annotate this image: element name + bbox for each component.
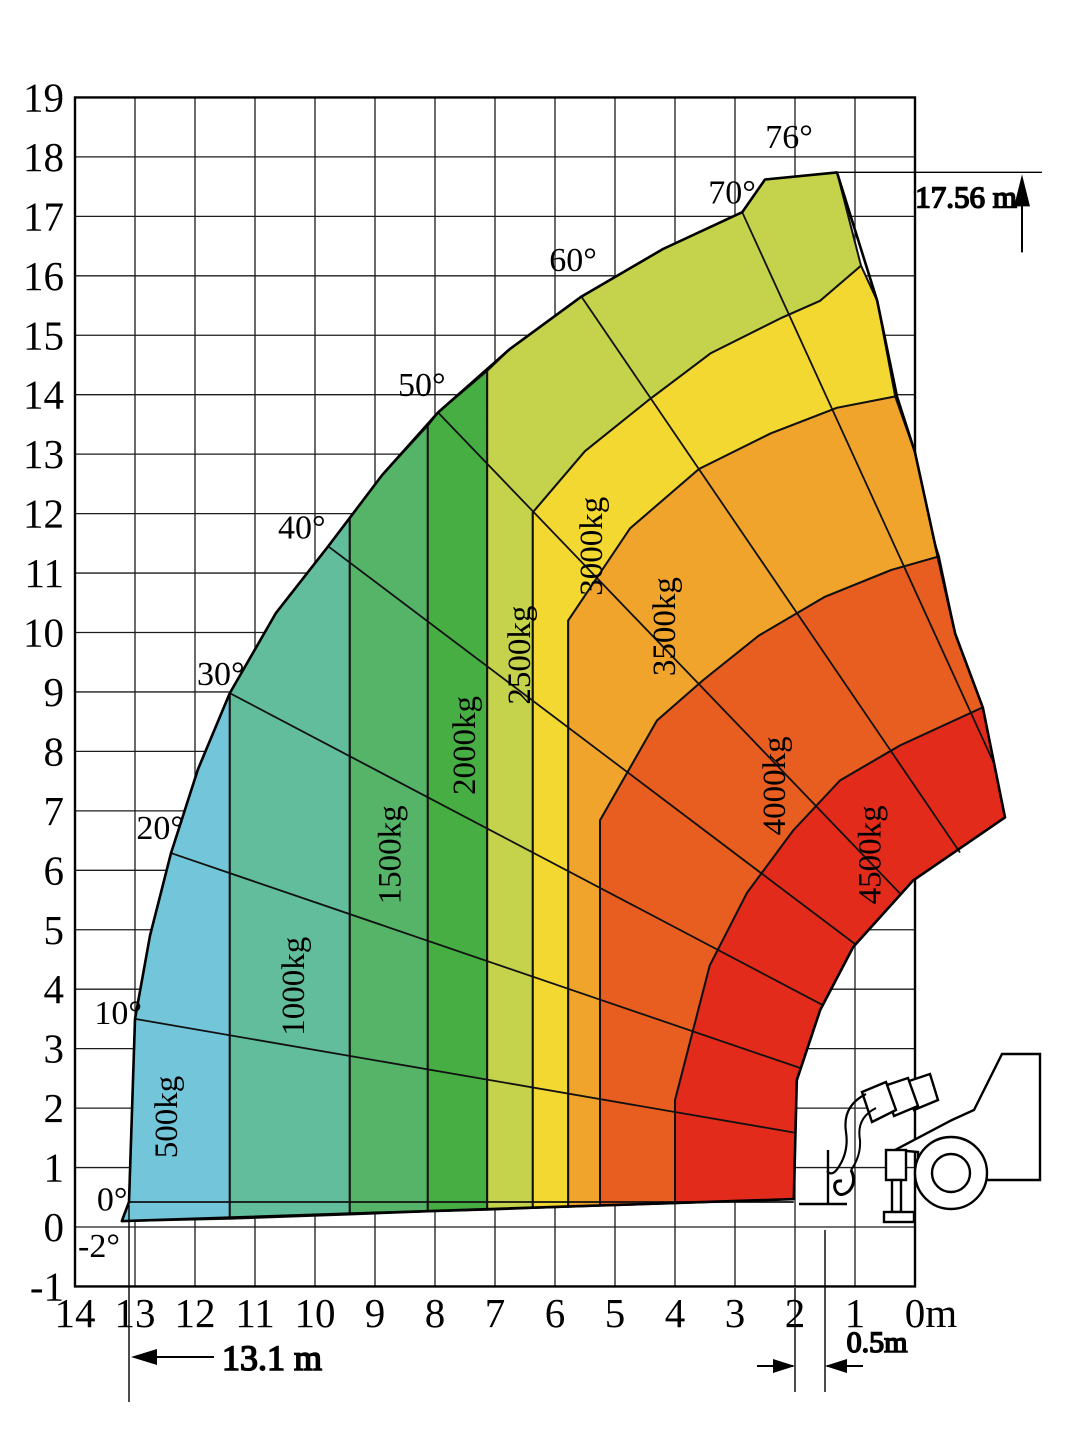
stabilizer-cylinder (884, 1148, 908, 1182)
capacity-label-3000kg: 3000kg (574, 497, 610, 596)
annotations: 17.56 m 13.1 m 0.5m (128, 171, 1042, 1402)
y-tick-label: 18 (23, 134, 64, 180)
max-height-label: 17.56 m (915, 179, 1017, 214)
angle-label-50°: 50° (398, 367, 446, 404)
x-tick-label: 13 (115, 1290, 156, 1336)
x-tick-label: 2 (785, 1290, 806, 1336)
x-tick-label: 12 (175, 1290, 216, 1336)
angle-label-76°: 76° (765, 119, 813, 156)
angle-label-40°: 40° (278, 510, 326, 547)
y-tick-label: 3 (44, 1026, 65, 1072)
x-tick-label: 10 (295, 1290, 336, 1336)
y-tick-label: 11 (25, 550, 64, 596)
y-tick-label: 10 (23, 610, 64, 656)
y-tick-label: -1 (30, 1263, 64, 1309)
angle-line-40° (327, 545, 856, 945)
max-reach-label: 13.1 m (222, 1338, 322, 1378)
x-tick-label: 7 (485, 1290, 506, 1336)
y-tick-label: 8 (44, 728, 65, 774)
x-tick-label: 5 (605, 1290, 626, 1336)
capacity-label-1500kg: 1500kg (372, 805, 408, 904)
capacity-label-1000kg: 1000kg (276, 937, 312, 1036)
x-tick-label: 8 (425, 1290, 446, 1336)
angle-labels: -2° 0° 10° 20° 30° 40° 50° 60° 70°76° (78, 119, 813, 1265)
y-tick-label: 1 (44, 1145, 65, 1191)
x-tick-label: 11 (235, 1290, 274, 1336)
y-tick-label: 19 (23, 74, 64, 120)
y-tick-label: 13 (23, 431, 64, 477)
capacity-zones (120, 171, 1006, 1223)
capacity-label-3500kg: 3500kg (647, 577, 683, 676)
y-tick-label: 0 (44, 1204, 65, 1250)
x-tick-label: 0m (905, 1290, 958, 1336)
angle-label-10°: 10° (94, 995, 142, 1032)
capacity-label-4500kg: 4500kg (852, 805, 888, 904)
offset-label: 0.5m (847, 1326, 908, 1359)
stabilizer-foot (882, 1210, 916, 1224)
rear-wheel-hub (930, 1152, 972, 1194)
load-envelope-outline (120, 171, 1007, 1223)
boom-nose-inner (850, 1107, 877, 1171)
max-height-arrow-head (1014, 174, 1030, 207)
y-tick-label: 5 (44, 907, 65, 953)
x-tick-label: 1 (845, 1290, 866, 1336)
capacity-label-2000kg: 2000kg (447, 696, 483, 795)
x-tick-label: 14 (55, 1290, 96, 1336)
capacity-label-2500kg: 2500kg (502, 606, 538, 705)
capacity-label-500kg: 500kg (149, 1076, 185, 1159)
zone-1000kg (228, 517, 351, 1220)
offset-arrow-left-head (773, 1359, 795, 1373)
y-tick-label: 15 (23, 312, 64, 358)
y-tick-label: 9 (44, 669, 65, 715)
angle-label-20°: 20° (136, 810, 184, 847)
angle-line-70° (741, 211, 996, 765)
angle-label-0°: 0° (97, 1181, 128, 1218)
angle-label-30°: 30° (197, 656, 245, 693)
y-tick-label: 2 (44, 1085, 65, 1131)
x-tick-label: 9 (365, 1290, 386, 1336)
angle-label-70°: 70° (708, 174, 756, 211)
y-tick-label: 7 (44, 788, 65, 834)
boom-nose (826, 1093, 867, 1175)
capacity-label-4000kg: 4000kg (757, 736, 793, 835)
boom-angle-lines (129, 211, 996, 1203)
y-tick-label: 4 (44, 966, 65, 1012)
angle-line-10° (134, 1018, 794, 1134)
capacity-labels: 500kg 1000kg 1500kg 2000kg 2500kg 3000kg 3500k… (149, 497, 888, 1158)
y-tick-label: 16 (23, 253, 64, 299)
angle-label-60°: 60° (549, 242, 597, 279)
x-tick-label: 6 (545, 1290, 566, 1336)
angle-label--2°: -2° (78, 1228, 120, 1265)
telehandler-illustration (799, 1052, 1042, 1224)
y-tick-label: 6 (44, 847, 65, 893)
x-tick-label: 3 (725, 1290, 746, 1336)
max-reach-arrow-head (131, 1349, 157, 1365)
angle-line-20° (170, 852, 802, 1070)
angle-line-30° (229, 692, 823, 1006)
y-tick-label: 14 (23, 372, 64, 418)
angle-line-60° (580, 296, 961, 853)
lifting-hook (833, 1169, 856, 1196)
angle-line-50° (437, 411, 902, 895)
stabilizer-rod (890, 1178, 903, 1214)
x-tick-label: 4 (665, 1290, 686, 1336)
y-tick-label: 12 (23, 491, 64, 537)
y-tick-label: 17 (23, 193, 64, 239)
offset-arrow-right-head (825, 1359, 847, 1373)
x-axis-labels: 14 13 12 11 10 9 8 7 6 5 4 3 2 1 0m (55, 1290, 958, 1336)
